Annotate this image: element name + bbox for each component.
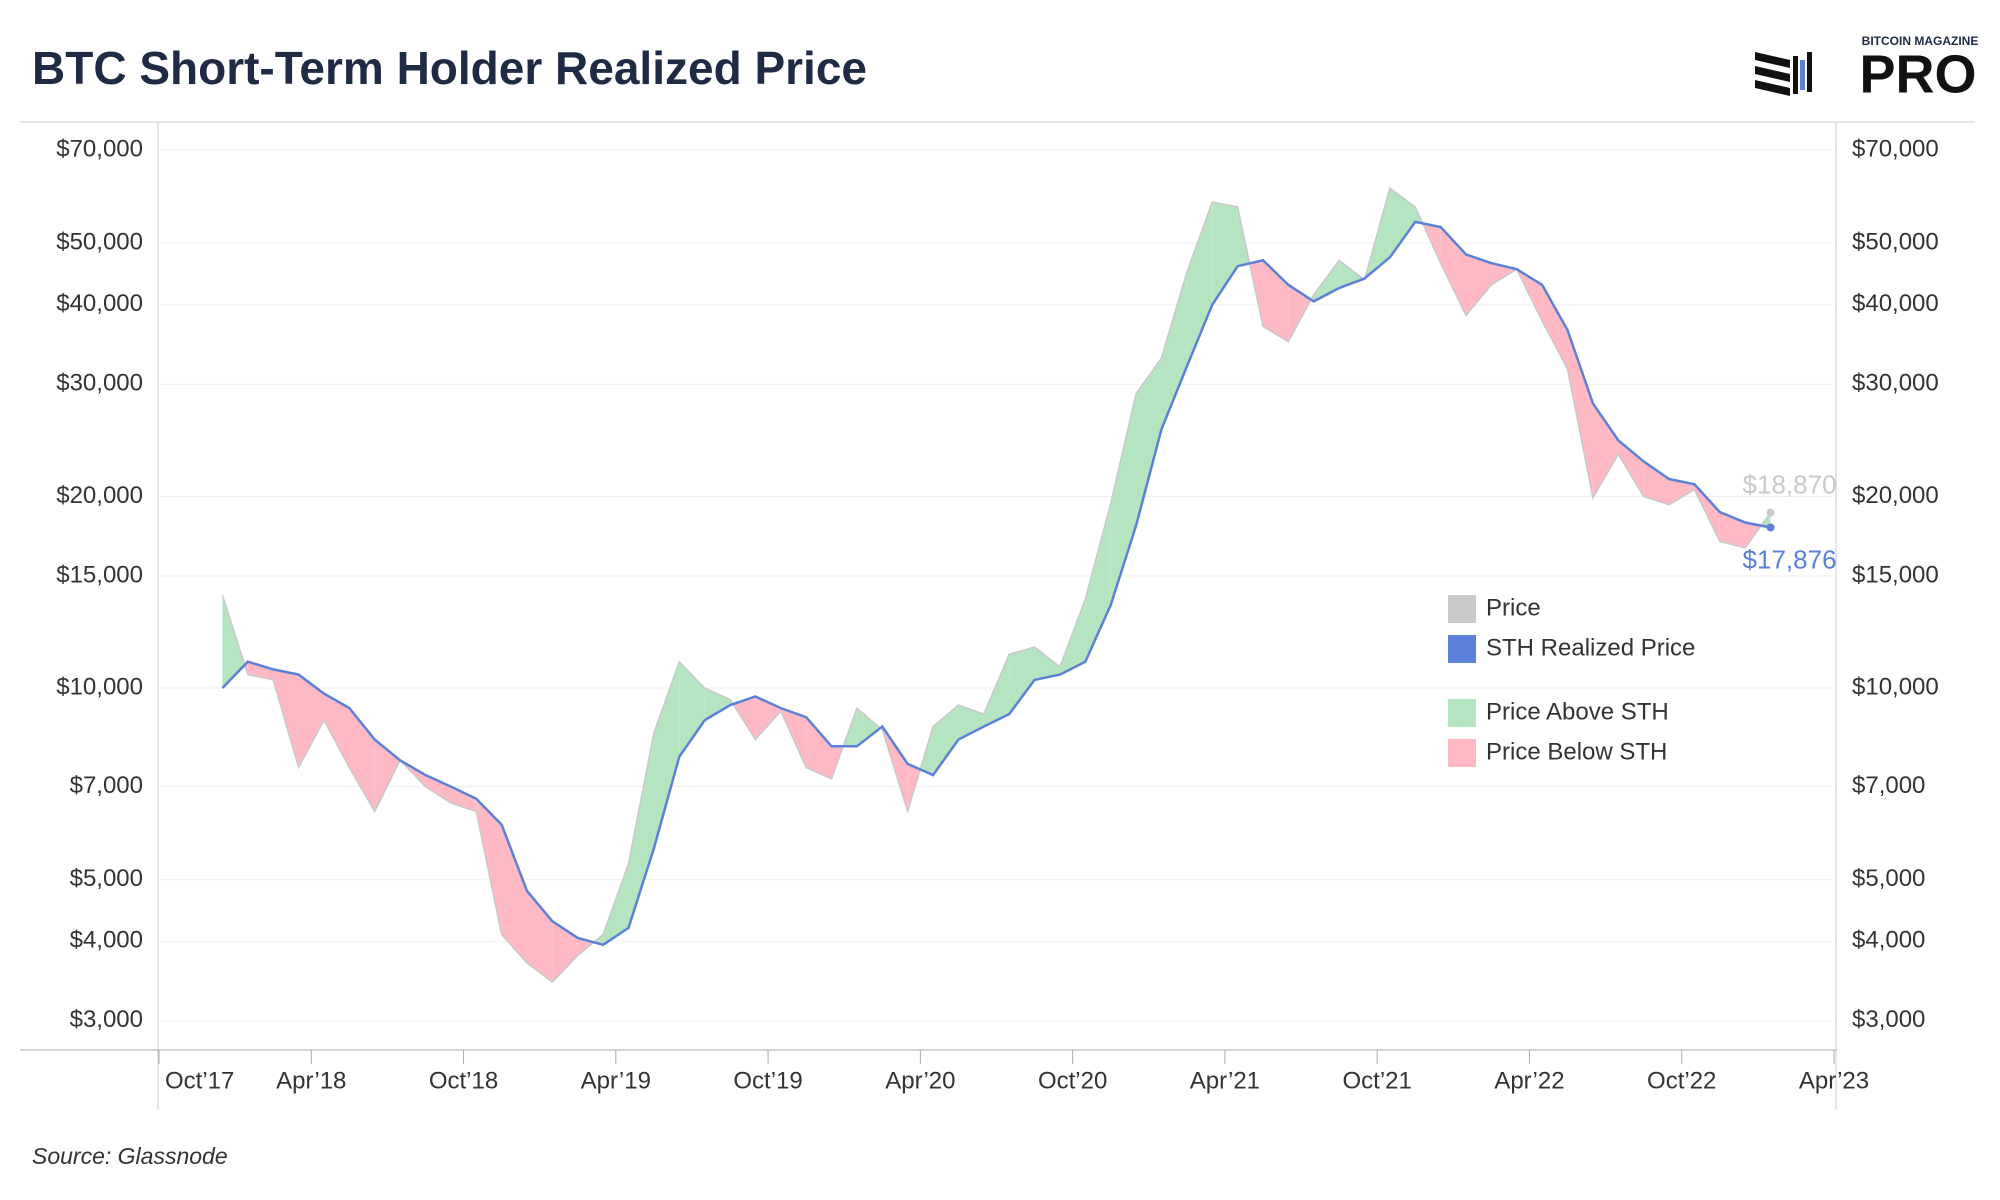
lines: $18,870 $17,876 — [221, 186, 1837, 984]
y-tick-label: $4,000 — [70, 927, 143, 954]
legend-label: Price Above STH — [1486, 698, 1669, 725]
fill-band — [349, 708, 375, 812]
fill-band — [323, 693, 350, 768]
logo-icon — [1755, 52, 1812, 96]
fill-band — [603, 863, 629, 945]
y-tick-label: $20,000 — [56, 482, 143, 509]
x-tick-label: Apr’22 — [1494, 1067, 1564, 1094]
fill-band — [552, 921, 578, 983]
fill-band — [1288, 284, 1312, 342]
x-tick-label: Apr’20 — [885, 1067, 955, 1094]
y2-tick-label: $15,000 — [1852, 561, 1939, 588]
x-tick-label: Oct’18 — [429, 1067, 498, 1094]
end-dot — [1766, 523, 1775, 532]
fill-band — [733, 696, 756, 740]
y-tick-label: $70,000 — [56, 135, 143, 162]
y-tick-label: $50,000 — [56, 228, 143, 255]
legend-label: Price Below STH — [1486, 738, 1667, 765]
fills — [222, 188, 1771, 983]
chart-title: BTC Short-Term Holder Realized Price — [32, 42, 867, 94]
fill-band — [374, 739, 401, 812]
brand-main: PRO — [1859, 44, 1976, 104]
y2-tick-label: $7,000 — [1852, 772, 1925, 799]
grid — [158, 149, 1835, 1064]
x-tick-label: Oct’22 — [1647, 1067, 1716, 1094]
y-tick-label: $10,000 — [56, 673, 143, 700]
fill-band — [704, 688, 731, 721]
source: Source: Glassnode — [32, 1143, 228, 1169]
fill-band — [1034, 647, 1060, 680]
legend-swatch — [1448, 635, 1476, 663]
fill-band — [1262, 260, 1289, 342]
y2-tick-label: $4,000 — [1852, 927, 1925, 954]
fill-band — [1389, 188, 1416, 258]
y-tick-label: $3,000 — [70, 1006, 143, 1033]
fill-band — [1009, 647, 1035, 715]
y2-tick-label: $20,000 — [1852, 482, 1939, 509]
fill-band — [958, 705, 984, 740]
y2-tick-label: $5,000 — [1852, 865, 1925, 892]
fill-band — [1466, 254, 1492, 316]
series-line — [221, 186, 1772, 984]
fill-band — [450, 786, 477, 812]
y-tick-label: $40,000 — [56, 290, 143, 317]
x-tick-label: Oct’19 — [733, 1067, 802, 1094]
x-tick-label: Oct’21 — [1342, 1067, 1411, 1094]
fill-band — [679, 661, 705, 757]
fill-band — [1212, 202, 1238, 305]
fill-band — [1618, 440, 1644, 497]
fill-band — [1085, 503, 1111, 662]
fill-band — [501, 824, 527, 963]
fill-band — [298, 674, 324, 768]
fill-band — [983, 654, 1010, 727]
y2-tick-label: $50,000 — [1852, 228, 1939, 255]
y2-tick-label: $70,000 — [1852, 135, 1939, 162]
fill-band — [1542, 284, 1568, 370]
x-tick-label: Oct’17 — [165, 1067, 234, 1094]
y-tick-label: $5,000 — [70, 865, 143, 892]
fill-band — [425, 775, 451, 803]
x-tick-label: Oct’20 — [1038, 1067, 1107, 1094]
fill-band — [628, 732, 654, 928]
y2-tick-label: $3,000 — [1852, 1006, 1925, 1033]
value-label: $18,870 — [1743, 469, 1837, 499]
fill-band — [1669, 479, 1695, 505]
fill-band — [806, 717, 832, 779]
brand-top: BITCOIN MAGAZINE — [1862, 34, 1979, 48]
fill-band — [653, 661, 680, 849]
legend-swatch — [1448, 699, 1476, 727]
x-tick-label: Apr’23 — [1799, 1067, 1869, 1094]
end-dot — [1766, 508, 1775, 517]
fill-band — [1110, 393, 1137, 606]
x-tick-label: Apr’19 — [581, 1067, 651, 1094]
legend-label: Price — [1486, 594, 1541, 621]
legend-label: STH Realized Price — [1486, 634, 1695, 661]
fill-band — [1186, 202, 1213, 367]
series-line — [221, 220, 1771, 947]
fill-band — [1643, 461, 1670, 505]
legend-swatch — [1448, 739, 1476, 767]
fill-band — [856, 708, 881, 747]
fill-band — [1567, 330, 1593, 498]
y2-tick-label: $30,000 — [1852, 370, 1939, 397]
brand-logo: BITCOIN MAGAZINE PRO — [1755, 34, 1978, 104]
y-tick-label: $15,000 — [56, 561, 143, 588]
legend-swatch — [1448, 595, 1476, 623]
fill-band — [1592, 403, 1619, 498]
y-tick-label: $7,000 — [70, 772, 143, 799]
fill-band — [1136, 358, 1162, 526]
fill-band — [222, 595, 245, 689]
y-tick-label: $30,000 — [56, 370, 143, 397]
x-tick-label: Apr’21 — [1190, 1067, 1260, 1094]
fill-band — [755, 696, 781, 740]
fill-band — [1161, 272, 1187, 430]
value-label: $17,876 — [1743, 544, 1837, 574]
x-tick-label: Apr’18 — [276, 1067, 346, 1094]
y2-tick-label: $10,000 — [1852, 673, 1939, 700]
y2-tick-label: $40,000 — [1852, 290, 1939, 317]
fill-band — [933, 705, 959, 776]
